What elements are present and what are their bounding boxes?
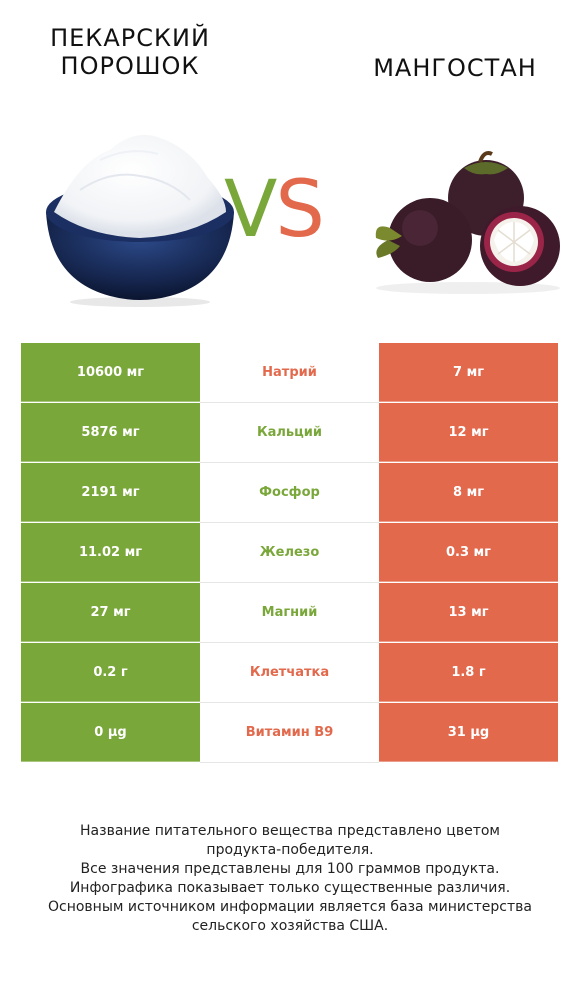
- mangosteen-image: [375, 151, 560, 294]
- left-product-title: ПЕКАРСКИЙ ПОРОШОК: [30, 24, 230, 80]
- left-value-cell: 27 мг: [21, 583, 200, 642]
- nutrient-name-cell: Клетчатка: [200, 643, 379, 703]
- left-product-title-line2: ПОРОШОК: [60, 52, 200, 80]
- table-row: 0.2 г Клетчатка 1.8 г: [21, 643, 558, 703]
- footer-line: Основным источником информации является …: [48, 899, 532, 915]
- right-value-cell: 13 мг: [379, 583, 558, 642]
- footer-line: Инфографика показывает только существенн…: [69, 880, 511, 896]
- table-row: 10600 мг Натрий 7 мг: [21, 343, 558, 403]
- right-product-title: МАНГОСТАН: [373, 54, 537, 82]
- right-value-cell: 12 мг: [379, 403, 558, 462]
- footer-note: Название питательного вещества представл…: [20, 822, 560, 936]
- left-product-title-line1: ПЕКАРСКИЙ: [50, 24, 210, 52]
- right-value-cell: 0.3 мг: [379, 523, 558, 582]
- nutrient-name-cell: Кальций: [200, 403, 379, 463]
- left-value-cell: 2191 мг: [21, 463, 200, 522]
- vs-label: VS: [224, 160, 325, 260]
- footer-line: продукта-победителя.: [206, 842, 374, 858]
- nutrient-table: 10600 мг Натрий 7 мг 5876 мг Кальций 12 мг 219…: [21, 343, 558, 763]
- table-row: 0 µg Витамин B9 31 µg: [21, 703, 558, 763]
- right-value-cell: 8 мг: [379, 463, 558, 522]
- table-row: 2191 мг Фосфор 8 мг: [21, 463, 558, 523]
- left-value-cell: 11.02 мг: [21, 523, 200, 582]
- left-value-cell: 10600 мг: [21, 343, 200, 402]
- nutrient-name-cell: Фосфор: [200, 463, 379, 523]
- footer-line: сельского хозяйства США.: [191, 918, 389, 934]
- right-value-cell: 1.8 г: [379, 643, 558, 702]
- left-value-cell: 0.2 г: [21, 643, 200, 702]
- footer-line: Название питательного вещества представл…: [80, 823, 500, 839]
- table-row: 11.02 мг Железо 0.3 мг: [21, 523, 558, 583]
- right-value-cell: 31 µg: [379, 703, 558, 762]
- baking-powder-image: [46, 134, 234, 307]
- nutrient-name-cell: Железо: [200, 523, 379, 583]
- nutrient-name-cell: Витамин B9: [200, 703, 379, 763]
- nutrient-name-cell: Натрий: [200, 343, 379, 403]
- left-value-cell: 5876 мг: [21, 403, 200, 462]
- vs-s-letter: S: [275, 165, 324, 255]
- footer-line: Все значения представлены для 100 граммо…: [80, 861, 500, 877]
- nutrient-name-cell: Магний: [200, 583, 379, 643]
- right-value-cell: 7 мг: [379, 343, 558, 402]
- left-value-cell: 0 µg: [21, 703, 200, 762]
- table-row: 27 мг Магний 13 мг: [21, 583, 558, 643]
- table-row: 5876 мг Кальций 12 мг: [21, 403, 558, 463]
- vs-v-letter: V: [224, 165, 277, 255]
